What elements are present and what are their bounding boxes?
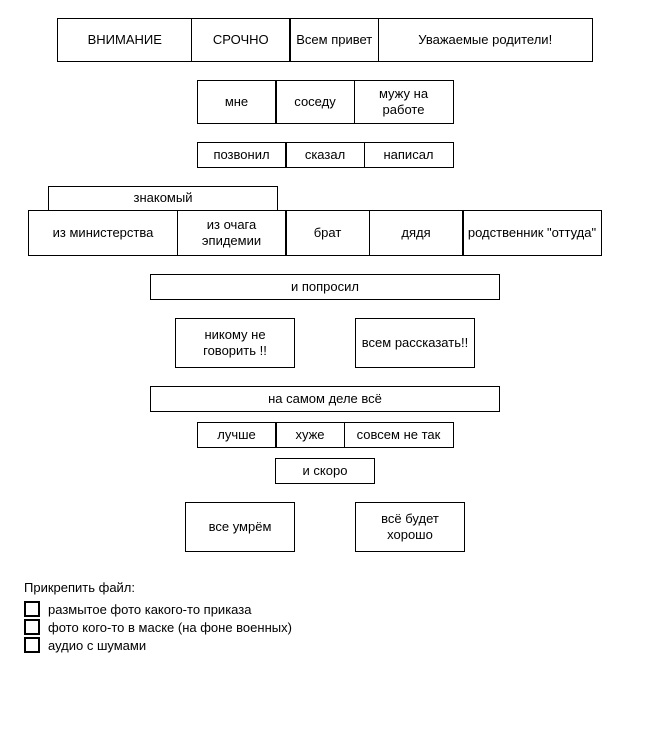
cell-better: лучше [197, 422, 277, 448]
attach-item: размытое фото какого-то приказа [24, 601, 632, 617]
cell-brother: брат [285, 210, 370, 256]
row-asked: и попросил [18, 274, 632, 300]
row-source: из министерства из очага эпидемии брат д… [18, 210, 632, 256]
cell-tell-noone: никому не говорить !! [175, 318, 295, 368]
row-acquaintance-header: знакомый [18, 186, 632, 210]
row-actually: на самом деле всё [18, 386, 632, 412]
cell-said: сказал [285, 142, 365, 168]
attach-title: Прикрепить файл: [24, 580, 632, 595]
cell-relative-from-there: родственник "оттуда" [462, 210, 602, 256]
cell-worse: хуже [275, 422, 345, 448]
attach-file-section: Прикрепить файл: размытое фото какого-то… [18, 580, 632, 653]
cell-wrote: написал [364, 142, 454, 168]
row-comparison: лучше хуже совсем не так [18, 422, 632, 448]
row-attention: ВНИМАНИЕ СРОЧНО Всем привет Уважаемые ро… [18, 18, 632, 62]
cell-all-die: все умрём [185, 502, 295, 552]
attach-item: фото кого-то в маске (на фоне военных) [24, 619, 632, 635]
attach-label: размытое фото какого-то приказа [48, 602, 251, 617]
cell-and-soon: и скоро [275, 458, 375, 484]
attach-label: фото кого-то в маске (на фоне военных) [48, 620, 292, 635]
row-soon: и скоро [18, 458, 632, 484]
attach-label: аудио с шумами [48, 638, 146, 653]
cell-acquaintance: знакомый [48, 186, 278, 210]
cell-attention: ВНИМАНИЕ [57, 18, 192, 62]
row-action: позвонил сказал написал [18, 142, 632, 168]
checkbox-icon[interactable] [24, 601, 40, 617]
row-recipient: мне соседу мужу на работе [18, 80, 632, 124]
cell-urgent: СРОЧНО [191, 18, 291, 62]
cell-and-asked: и попросил [150, 274, 500, 300]
cell-dear-parents: Уважаемые родители! [378, 18, 593, 62]
row-secrecy: никому не говорить !! всем рассказать!! [18, 318, 632, 368]
cell-ministry: из министерства [28, 210, 178, 256]
cell-epidemic-focus: из очага эпидемии [177, 210, 287, 256]
cell-actually-all: на самом деле всё [150, 386, 500, 412]
cell-to-me: мне [197, 80, 277, 124]
cell-neighbor: соседу [275, 80, 355, 124]
cell-not-at-all: совсем не так [344, 422, 454, 448]
cell-called: позвонил [197, 142, 287, 168]
cell-husband-work: мужу на работе [354, 80, 454, 124]
cell-uncle: дядя [369, 210, 464, 256]
cell-tell-everyone: всем рассказать!! [355, 318, 475, 368]
checkbox-icon[interactable] [24, 619, 40, 635]
attach-item: аудио с шумами [24, 637, 632, 653]
cell-all-good: всё будет хорошо [355, 502, 465, 552]
row-outcome: все умрём всё будет хорошо [18, 502, 632, 552]
cell-hello-all: Всем привет [289, 18, 379, 62]
checkbox-icon[interactable] [24, 637, 40, 653]
